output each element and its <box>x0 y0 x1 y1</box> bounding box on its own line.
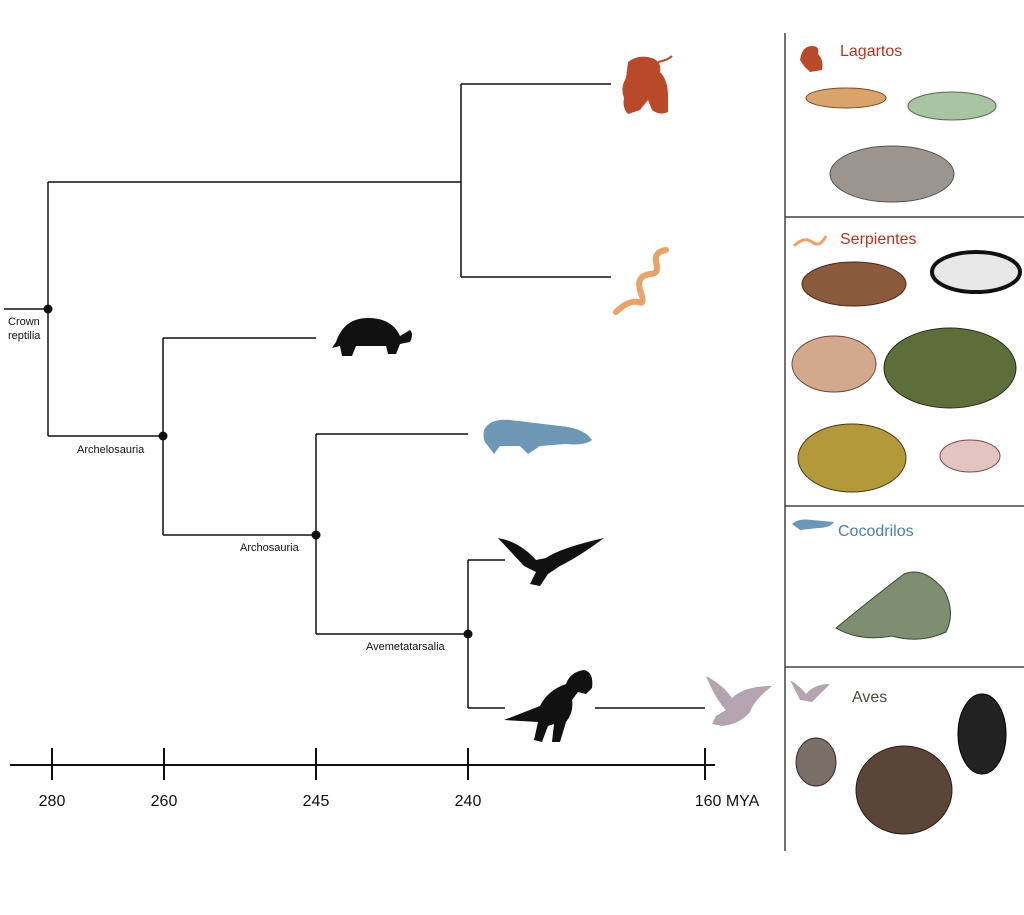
turtle-silhouette-icon <box>332 318 412 356</box>
aves-title: Aves <box>852 689 887 706</box>
tick-label-280: 280 <box>39 793 66 810</box>
gecko-illustration <box>805 87 887 109</box>
tree-nodes <box>43 304 473 639</box>
snake-mini-icon <box>792 235 828 248</box>
archosauria-node <box>311 530 321 540</box>
dinosaur-silhouette-icon <box>504 670 593 742</box>
avemetatarsalia-label: Avemetatarsalia <box>366 641 446 653</box>
croc-mini-icon <box>792 519 834 530</box>
lagartos-panel: Lagartos <box>800 43 997 203</box>
bird-mini-icon <box>790 680 830 702</box>
serpientes-title: Serpientes <box>840 231 917 248</box>
archosauria-label: Archosauria <box>240 542 300 554</box>
bird-silhouette-icon <box>706 676 772 726</box>
quail-illustration <box>795 737 837 787</box>
crown-label-line1: Crown <box>8 316 40 328</box>
lizard-mini-icon <box>800 46 823 72</box>
aves-panel: Aves <box>790 680 1007 835</box>
lagartos-title: Lagartos <box>840 43 902 60</box>
avemetatarsalia-node <box>463 629 473 639</box>
crocodile-silhouette-icon <box>483 419 592 454</box>
cocodrilos-panel: Cocodrilos <box>792 519 951 640</box>
crown-label-line2: reptilia <box>8 330 41 342</box>
lizard-silhouette-icon <box>622 55 673 114</box>
krait-illustration <box>930 250 1022 294</box>
dragon-lizard-illustration <box>907 91 997 121</box>
monitor-lizard-illustration <box>829 145 955 203</box>
tick-label-245: 245 <box>303 793 330 810</box>
serpientes-panel: Serpientes <box>791 231 1022 493</box>
crocodile-illustration <box>835 571 951 640</box>
boa-illustration <box>801 261 907 307</box>
python-illustration <box>797 423 907 493</box>
archelosauria-node <box>158 431 168 441</box>
viper-illustration <box>791 335 877 393</box>
time-axis: 280 260 245 240 160 MYA <box>10 748 760 810</box>
group-panels: Lagartos Serpientes Cocodrilos Aves <box>784 33 1024 851</box>
tree-branches <box>4 83 705 709</box>
pterosaur-silhouette-icon <box>498 538 604 586</box>
small-snake-illustration <box>939 439 1001 473</box>
archelosauria-label: Archelosauria <box>77 444 145 456</box>
cocodrilos-title: Cocodrilos <box>838 523 914 540</box>
crown-node <box>43 304 53 314</box>
condor-illustration <box>957 693 1007 775</box>
tick-label-160: 160 MYA <box>695 793 760 810</box>
turkey-illustration <box>855 745 953 835</box>
tick-label-240: 240 <box>455 793 482 810</box>
snake-silhouette-icon <box>613 247 669 315</box>
tick-label-260: 260 <box>151 793 178 810</box>
anaconda-illustration <box>883 327 1017 409</box>
